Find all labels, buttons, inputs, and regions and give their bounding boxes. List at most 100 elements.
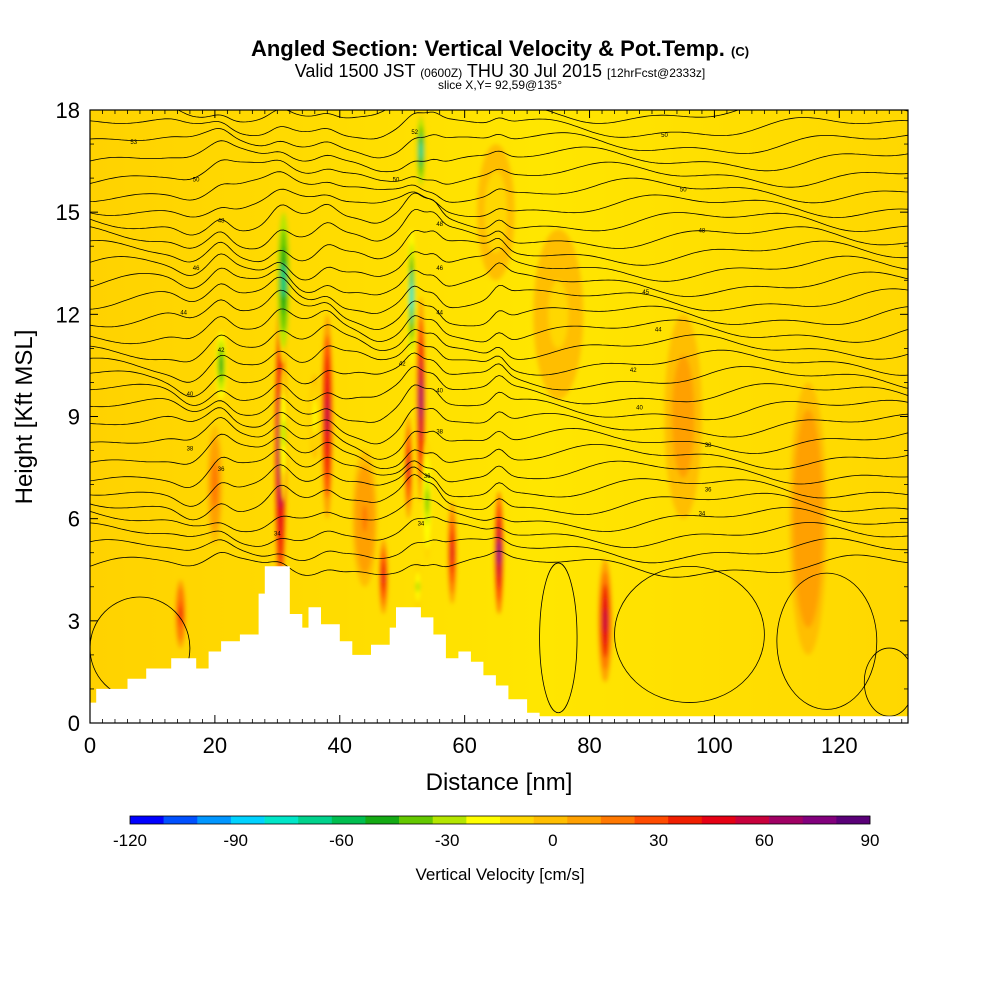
- y-tick-label-0: 0: [68, 711, 80, 736]
- updraft-cell-4-level-4: [497, 540, 501, 565]
- theta-contour-9: [90, 407, 908, 445]
- updraft-cell-1-level-4: [325, 396, 330, 437]
- colorbar-tick--60: -60: [329, 831, 354, 850]
- theta-contour-12: [90, 352, 908, 398]
- y-tick-label-3: 3: [68, 609, 80, 634]
- low-level-contour-2: [614, 565, 765, 703]
- theta-contour-7: [90, 433, 908, 470]
- contour-label-29: 34: [699, 511, 706, 517]
- colorbar-swatch-7: [365, 816, 400, 824]
- theta-contour-5: [90, 464, 908, 507]
- theta-contour-20: [90, 229, 908, 266]
- low-level-contour-4: [863, 647, 908, 717]
- updraft-cell-11: [664, 314, 702, 519]
- utc-time: (0600Z): [420, 66, 463, 80]
- colorbar-tick-30: 30: [649, 831, 668, 850]
- contour-label-9: 46: [193, 266, 200, 272]
- updraft-cell-7: [598, 559, 613, 683]
- theta-contour-2: [90, 516, 908, 548]
- x-tick-label-60: 60: [452, 733, 476, 758]
- theta-contour-14: [90, 324, 908, 363]
- chart-title-text: Angled Section: Vertical Velocity & Pot.…: [250, 36, 725, 61]
- terrain: [90, 566, 908, 723]
- x-tick-label-80: 80: [577, 733, 601, 758]
- colorbar-tick-90: 90: [861, 831, 880, 850]
- contour-label-10: 46: [436, 266, 443, 272]
- colorbar-tick--90: -90: [223, 831, 248, 850]
- colorbar-swatch-18: [735, 816, 770, 824]
- chart-subtitle: Valid 1500 JST (0600Z) THU 30 Jul 2015 […: [0, 61, 1000, 82]
- contour-label-4: 50: [393, 178, 400, 184]
- contour-label-18: 40: [187, 392, 194, 398]
- updraft-cell-4: [494, 491, 504, 615]
- theta-contour-21: [90, 209, 908, 250]
- terrain-profile: [90, 566, 908, 723]
- downdraft-cell-7: [309, 373, 320, 460]
- updraft-cell-12-level-4: [804, 491, 812, 546]
- theta-contour-18: [90, 262, 908, 297]
- contour-label-24: 36: [218, 467, 225, 473]
- colorbar-swatch-20: [802, 816, 837, 824]
- colorbar-swatch-5: [298, 816, 333, 824]
- updraft-cell-1: [321, 314, 333, 519]
- downdraft-cell-2: [407, 229, 416, 366]
- downdraft-cell-4-level-4: [425, 489, 430, 514]
- colorbar-tick-0: 0: [548, 831, 557, 850]
- colorbar-swatch-13: [567, 816, 602, 824]
- updraft-cell-3-level-4: [406, 457, 411, 478]
- colorbar-swatch-0: [130, 816, 164, 824]
- colorbar-swatch-14: [600, 816, 635, 824]
- contour-label-0: 53: [130, 140, 137, 146]
- colorbar-swatch-9: [432, 816, 467, 824]
- x-tick-label-20: 20: [203, 733, 227, 758]
- colorbar-swatch-1: [163, 816, 198, 824]
- downdraft-cell-3-level-4: [418, 142, 423, 160]
- updraft-cell-9-level-4: [212, 472, 217, 497]
- y-tick-label-15: 15: [56, 200, 80, 225]
- plot-area: 53 52 50 50 50 50 48 48 48 46 46 45 44 44 44 42 42 42 40 40…: [89, 109, 909, 724]
- downdraft-cell-1: [278, 365, 289, 502]
- x-tick-label-120: 120: [821, 733, 858, 758]
- colorbar-swatch-19: [769, 816, 804, 824]
- chart-title: Angled Section: Vertical Velocity & Pot.…: [0, 36, 1000, 62]
- contour-label-20: 40: [636, 406, 643, 412]
- slice-label: slice X,Y= 92,59@135°: [437, 78, 563, 92]
- colorbar-swatch-15: [634, 816, 669, 824]
- updraft-cell-2-level-4: [418, 379, 423, 420]
- updraft-cell-5: [447, 501, 457, 604]
- theta-contour-26: [90, 140, 908, 173]
- contour-label-6: 48: [218, 218, 225, 224]
- contour-label-26: 36: [705, 487, 712, 493]
- colorbar-tick--30: -30: [435, 831, 460, 850]
- theta-contour-1: [90, 537, 908, 564]
- y-tick-label-18: 18: [56, 98, 80, 123]
- y-tick-label-12: 12: [56, 302, 80, 327]
- contour-label-23: 38: [705, 443, 712, 449]
- forecast-info: [12hrFcst@2333z]: [607, 66, 706, 80]
- theta-contour-15: [90, 308, 908, 345]
- updraft-cell-6: [379, 539, 388, 615]
- contour-label-28: 34: [418, 521, 425, 527]
- colorbar-swatch-12: [533, 816, 568, 824]
- contour-label-13: 44: [436, 310, 443, 316]
- pot-temp-contours: 53 52 50 50 50 50 48 48 48 46 46 45 44 44 44 42 42 42 40 40…: [90, 110, 908, 717]
- colorbar-swatch-6: [331, 816, 366, 824]
- y-tick-label-9: 9: [68, 405, 80, 430]
- low-level-contour-3: [776, 572, 878, 710]
- colorbar-swatch-21: [836, 816, 871, 824]
- updraft-cell-8: [175, 579, 186, 649]
- colorbar-swatch-16: [668, 816, 703, 824]
- downdraft-cell-5-level-4: [219, 356, 224, 374]
- updraft-cell-9: [207, 425, 223, 545]
- theta-contour-19: [90, 246, 908, 282]
- contour-label-22: 38: [436, 430, 443, 436]
- theta-contour-6: [90, 448, 908, 489]
- theta-contour-29: [177, 110, 908, 124]
- colorbar-swatch-3: [230, 816, 265, 824]
- contour-label-25: 36: [424, 474, 431, 480]
- contour-label-2: 50: [661, 133, 668, 139]
- contour-label-5: 50: [680, 188, 687, 194]
- downdraft-cell-4: [422, 442, 433, 562]
- colorbar-swatch-10: [466, 816, 501, 824]
- contour-label-27: 34: [274, 532, 281, 538]
